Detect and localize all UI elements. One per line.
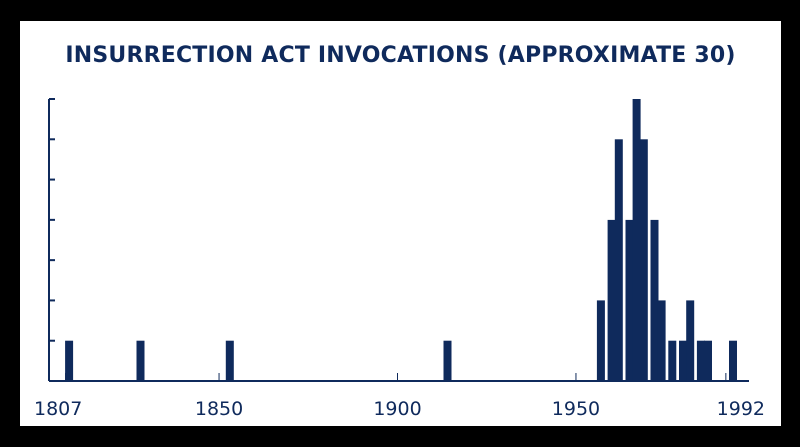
bar [650, 219, 659, 381]
bar [625, 219, 634, 381]
bar [607, 219, 616, 381]
bar [596, 300, 605, 381]
x-tick-label: 1807 [34, 398, 82, 420]
bar [614, 139, 623, 381]
x-tick-label: 1900 [373, 398, 421, 420]
chart-panel: INSURRECTION ACT INVOCATIONS (APPROXIMAT… [20, 21, 781, 426]
chart-title: INSURRECTION ACT INVOCATIONS (APPROXIMAT… [65, 43, 736, 68]
bar [679, 340, 687, 381]
bar [704, 340, 712, 381]
bar [668, 340, 677, 381]
bar [136, 340, 145, 381]
bar [632, 99, 641, 381]
x-tick-label: 1950 [552, 398, 600, 420]
x-tick-label: 1992 [717, 398, 765, 420]
bar [696, 340, 705, 381]
x-tick-label: 1850 [195, 398, 243, 420]
bar [686, 300, 695, 381]
bar-chart: 1807 1850 1900 1950 1992 [34, 98, 765, 420]
bar [443, 340, 452, 381]
bar [657, 300, 666, 381]
bar [729, 340, 737, 381]
bar [65, 340, 74, 381]
bar [639, 139, 648, 381]
bar [225, 340, 234, 381]
